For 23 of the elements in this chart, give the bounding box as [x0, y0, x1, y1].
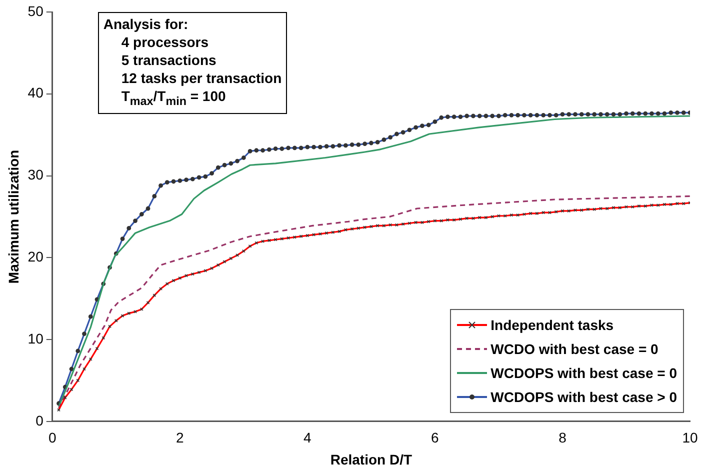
x-tick-label: 8: [558, 430, 567, 446]
x-tick-label: 4: [304, 430, 312, 446]
x-axis-title: Relation D/T: [330, 451, 412, 468]
y-tick-label: 10: [28, 330, 44, 346]
y-tick-label: 20: [28, 248, 44, 264]
y-tick-label: 40: [28, 84, 44, 101]
y-tick-label: 50: [28, 2, 44, 19]
x-tick-label: 10: [682, 430, 698, 446]
x-tick-label: 6: [431, 430, 440, 446]
legend-label: WCDO with best case = 0: [490, 340, 658, 360]
y-tick-label: 0: [36, 412, 44, 428]
annotation: 5 transactions: [120, 51, 218, 69]
annotation: 4 processors: [120, 33, 210, 51]
x-tick-label: 0: [48, 430, 56, 446]
annotation: Analysis for:: [103, 15, 190, 33]
legend-label: WCDOPS with best case = 0: [490, 364, 677, 384]
legend-label: Independent tasks: [490, 316, 614, 336]
annotation: 12 tasks per transaction: [120, 69, 282, 87]
y-axis-title: Maximum utilization: [5, 150, 22, 284]
legend-label: WCDOPS with best case > 0: [490, 388, 677, 408]
y-tick-label: 30: [28, 166, 44, 183]
x-tick-label: 2: [176, 430, 184, 446]
annotation: T$_{max}$/T$_{min}$ = 100: [120, 87, 227, 110]
